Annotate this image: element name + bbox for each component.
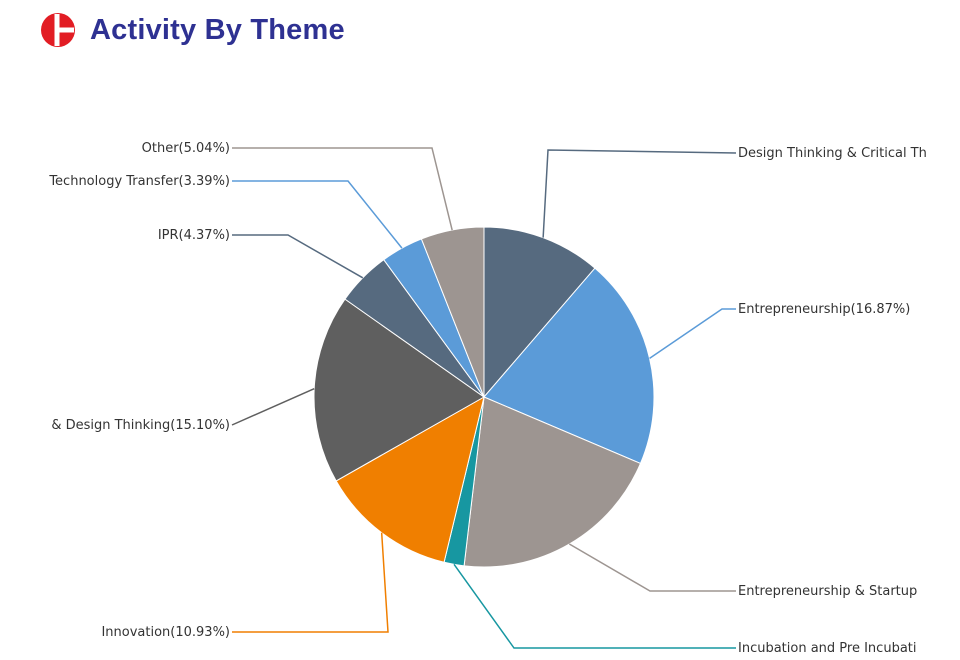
- leader-line-5: [231, 388, 315, 426]
- leader-line-6: [232, 234, 364, 279]
- leader-line-1: [649, 308, 736, 359]
- slice-label-0: Design Thinking & Critical Th: [738, 146, 927, 161]
- chart-header: Activity By Theme: [40, 8, 345, 52]
- brand-logo-icon: [41, 13, 75, 47]
- pie-slice-8: [420, 226, 485, 398]
- pie-slice-2: [463, 396, 642, 568]
- pie-slice-5: [313, 298, 485, 482]
- slice-label-5: & Design Thinking(15.10%): [51, 418, 230, 433]
- page-title: Activity By Theme: [90, 13, 345, 46]
- slice-label-3: Incubation and Pre Incubati: [738, 641, 917, 656]
- slice-label-7: Technology Transfer(3.39%): [48, 174, 230, 189]
- slice-label-6: IPR(4.37%): [158, 228, 230, 243]
- slice-label-1: Entrepreneurship(16.87%): [738, 302, 910, 317]
- pie-slice-0: [483, 226, 596, 399]
- leader-line-2: [568, 543, 736, 592]
- leader-line-7: [232, 180, 403, 249]
- leader-line-0: [542, 149, 737, 238]
- slice-label-4: Innovation(10.93%): [101, 625, 230, 640]
- leader-line-4: [232, 532, 389, 633]
- pie-slice-4: [335, 395, 485, 563]
- slice-label-2: Entrepreneurship & Startup: [738, 584, 917, 599]
- leader-line-8: [232, 147, 453, 231]
- leader-line-3: [453, 563, 736, 649]
- slice-label-8: Other(5.04%): [142, 141, 230, 156]
